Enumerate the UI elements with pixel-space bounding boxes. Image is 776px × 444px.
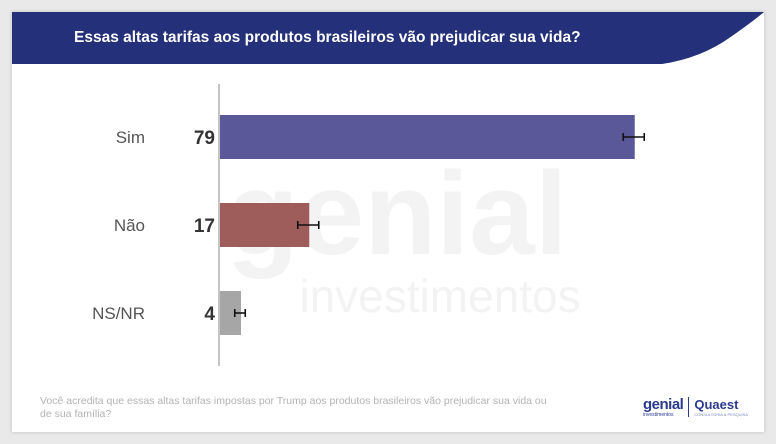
logo-separator [688, 397, 690, 417]
bar [220, 291, 241, 335]
category-label: Sim [116, 128, 145, 147]
bar-chart: Sim 79 Não 17 NS/NR 4 [92, 84, 646, 366]
header-banner [12, 12, 764, 64]
genial-logo-sub: investimentos [642, 411, 674, 418]
value-label: 4 [204, 304, 215, 325]
chart-card: Essas altas tarifas aos produtos brasile… [12, 12, 764, 432]
value-label: 79 [194, 128, 215, 149]
category-label: NS/NR [92, 304, 145, 323]
logos: genial investimentos Quaest CONSULTORIA … [643, 396, 748, 418]
quaest-logo-sub: CONSULTORIA & PESQUISA [694, 411, 748, 417]
quaest-logo: Quaest CONSULTORIA & PESQUISA [694, 398, 748, 417]
chart-title: Essas altas tarifas aos produtos brasile… [74, 29, 581, 46]
category-label: Não [114, 216, 145, 235]
genial-logo: genial investimentos [642, 395, 684, 418]
bar [220, 115, 635, 159]
genial-logo-word: genial [642, 395, 684, 413]
footnote: Você acredita que essas altas tarifas im… [40, 395, 547, 420]
value-label: 17 [194, 216, 215, 237]
quaest-logo-word: Quaest [694, 396, 739, 412]
bar [220, 203, 310, 247]
